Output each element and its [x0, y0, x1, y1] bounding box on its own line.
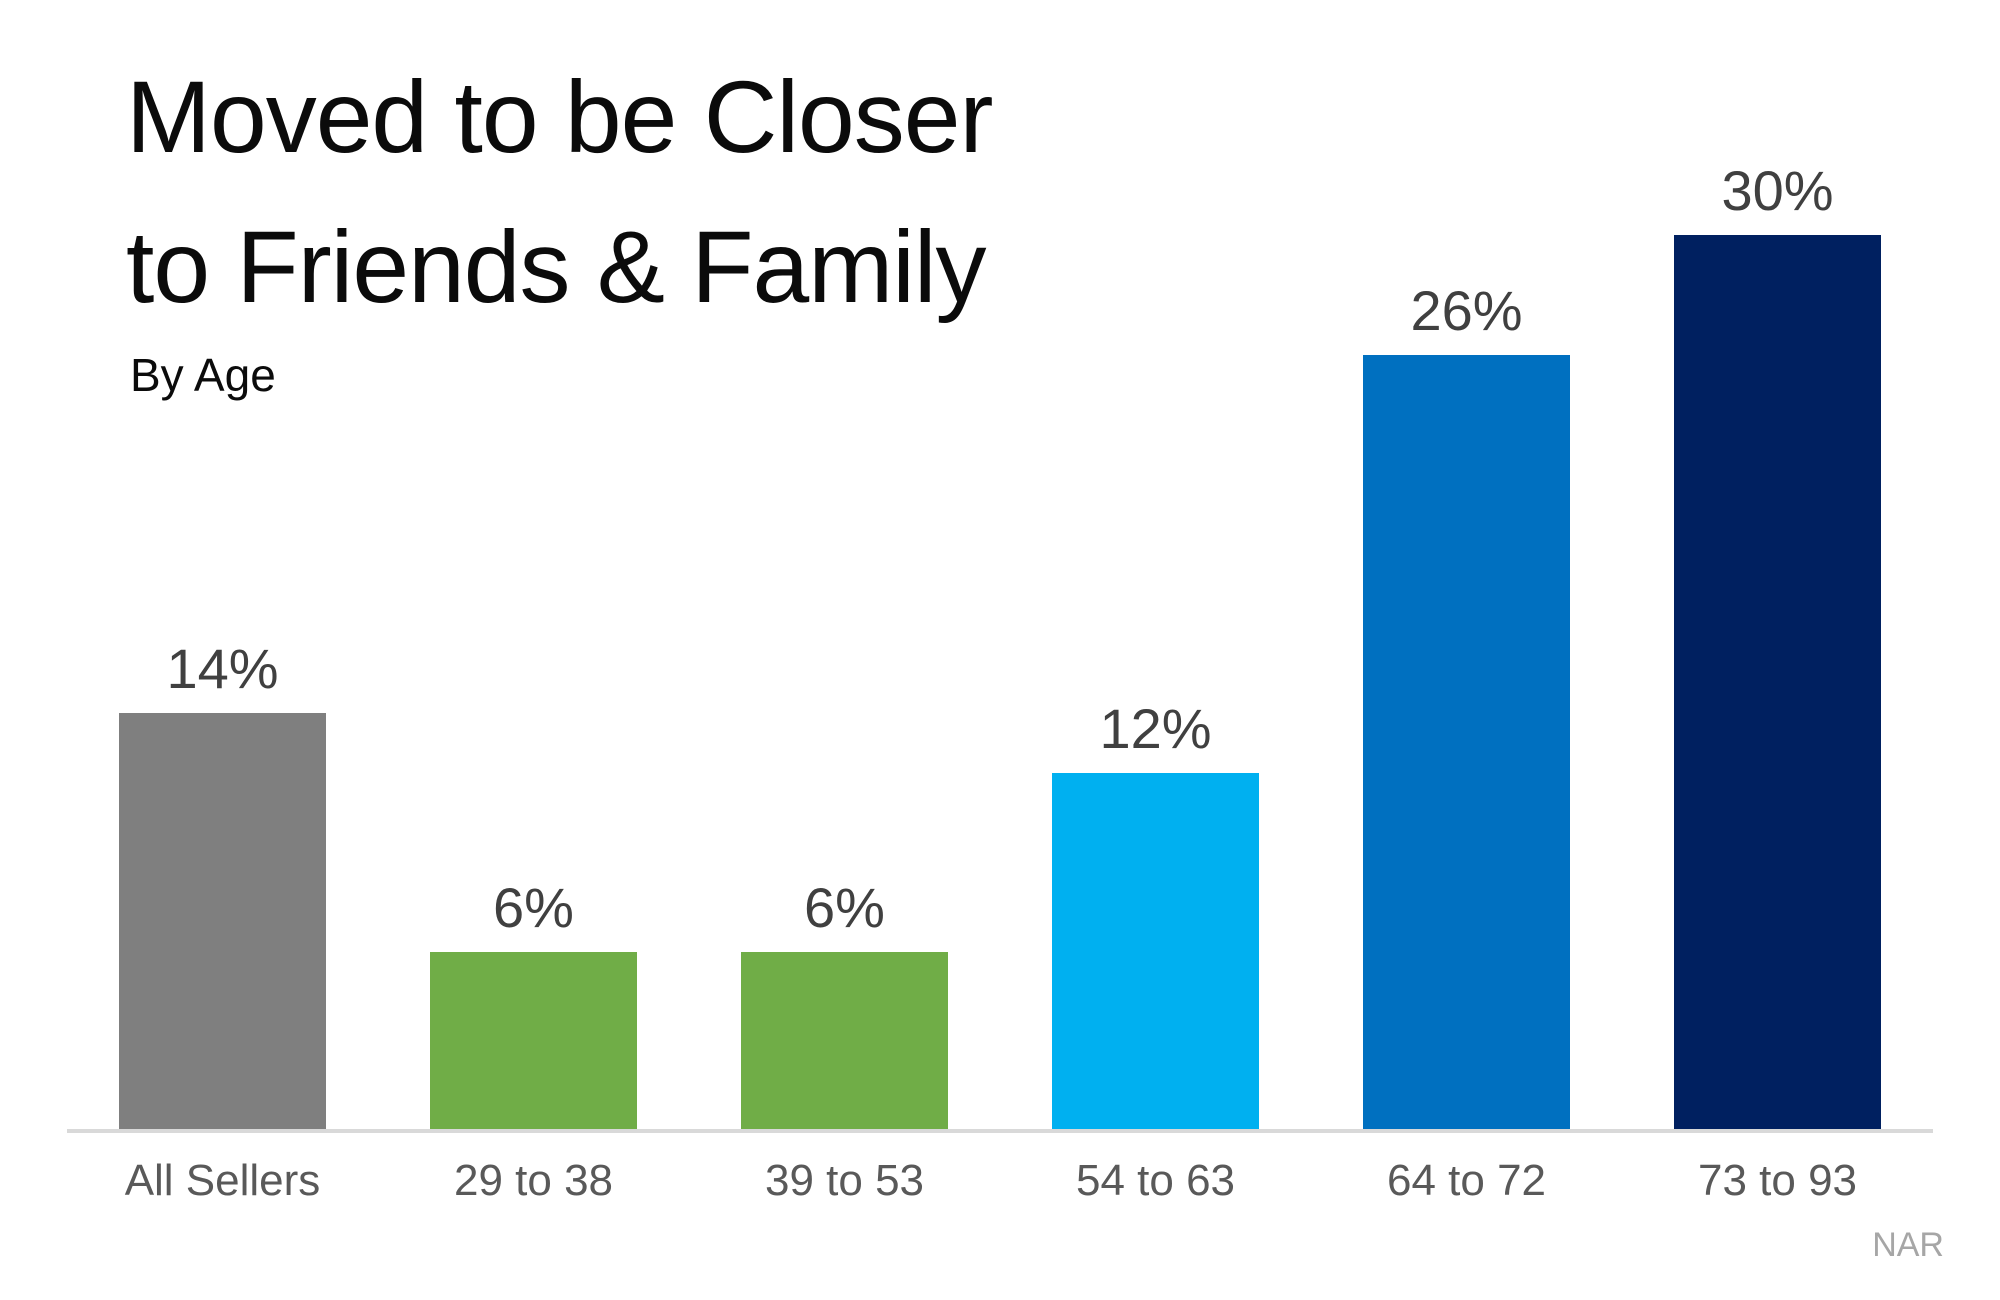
bar — [741, 952, 948, 1131]
x-axis-category-label: 54 to 63 — [1075, 1156, 1236, 1205]
chart-title-line2: to Friends & Family — [126, 210, 987, 324]
plot-area: 14% 6% 6% 12% 26% 30% — [67, 163, 1933, 1131]
chart-subtitle: By Age — [130, 349, 276, 401]
x-axis-labels: All Sellers 29 to 38 39 to 53 54 to 63 64 to… — [67, 1156, 1933, 1206]
bar-value-label: 12% — [1099, 697, 1212, 760]
bar-group: 30% — [1622, 163, 1933, 1131]
bar — [119, 713, 326, 1131]
bar-group: 26% — [1311, 283, 1622, 1131]
bar-group: 14% — [67, 641, 378, 1131]
bar — [430, 952, 637, 1131]
bar — [1674, 235, 1881, 1131]
bar-value-label: 6% — [493, 876, 574, 939]
x-axis-category-label: All Sellers — [124, 1156, 321, 1205]
bar-group: 6% — [378, 880, 689, 1131]
bar-value-label: 14% — [166, 637, 279, 700]
x-axis-category-label: 29 to 38 — [453, 1156, 614, 1205]
bar-group: 12% — [1000, 701, 1311, 1131]
bar — [1052, 773, 1259, 1131]
x-axis-category-label: 64 to 72 — [1386, 1156, 1547, 1205]
chart-title: Moved to be Closer to Friends & Family — [126, 42, 993, 342]
bar-value-label: 26% — [1410, 279, 1523, 342]
bar-value-label: 30% — [1721, 159, 1834, 222]
source-attribution: NAR — [1872, 1226, 1944, 1264]
bar-group: 6% — [689, 880, 1000, 1131]
x-axis-category-label: 39 to 53 — [764, 1156, 925, 1205]
bar-value-label: 6% — [804, 876, 885, 939]
x-axis-category-label: 73 to 93 — [1697, 1156, 1858, 1205]
x-axis-line — [67, 1129, 1933, 1133]
bar — [1363, 355, 1570, 1131]
chart-title-line1: Moved to be Closer — [126, 60, 993, 174]
